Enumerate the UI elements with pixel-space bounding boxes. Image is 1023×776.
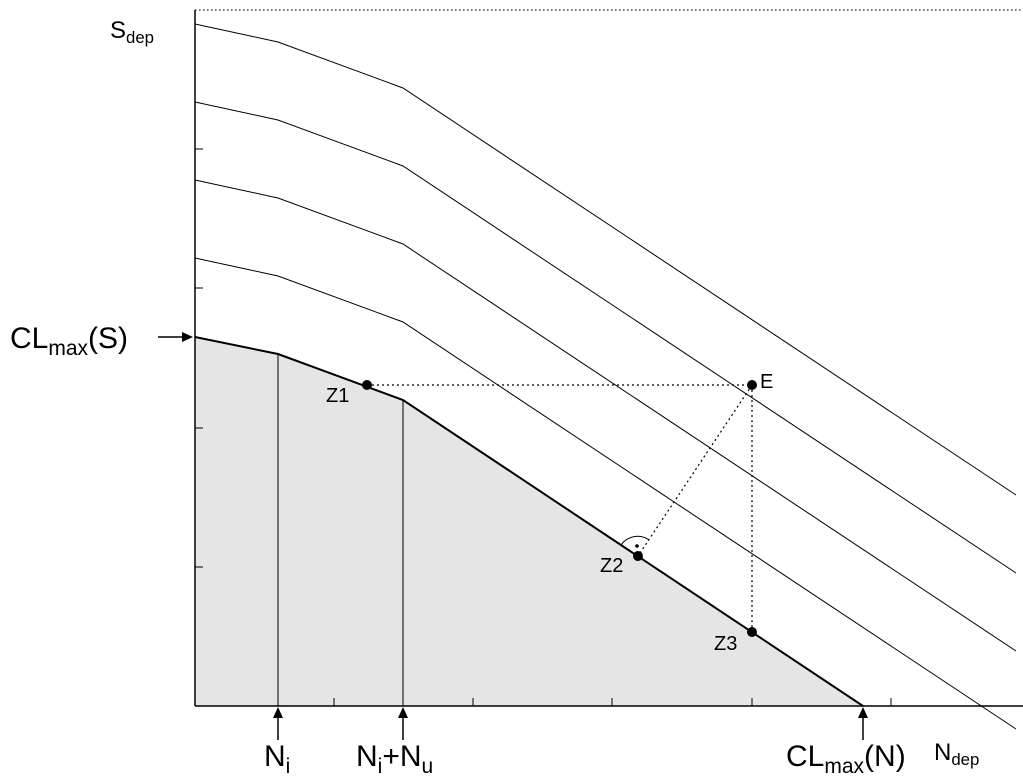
e-to-z2-line [637,384,753,557]
cl-max-s-sub: max [48,337,88,360]
x-axis-label-main: N [934,739,951,766]
ni-nu-main1: N [356,740,378,773]
cl-max-s-pre: CL [10,322,48,355]
right-angle-icon [620,535,650,546]
ni-nu-sub1: i [378,755,383,776]
ni-nu-arrowhead-icon [398,707,408,718]
cl-max-n-sub: max [824,755,864,776]
point-z2 [633,551,643,561]
iso-exceedance-line-1 [194,257,1017,730]
point-z1 [362,380,372,390]
iso-exceedance-line-2 [194,179,1017,652]
cl-max-s-post: (S) [88,322,128,355]
ni-nu-sub2: u [422,755,434,776]
y-axis-ticks [195,148,203,568]
cl-max-n-label: CLmax(N) [786,740,906,776]
critical-load-function [194,336,864,707]
cl-max-n-arrowhead-icon [858,707,868,718]
ni-nu-main2: N [400,740,422,773]
iso-exceedance-line-4 [194,23,1017,496]
y-axis-label-sub: dep [126,28,154,47]
right-angle-dot-icon [635,544,639,548]
ni-label-sub: i [286,755,291,776]
y-axis-label-main: S [110,17,126,44]
point-z3 [747,627,757,637]
x-axis-label: Ndep [934,739,979,769]
x-axis-ticks [333,698,892,706]
ni-nu-plus: + [382,740,400,773]
iso-exceedance-line-3 [194,101,1017,574]
point-e [747,380,757,390]
cl-max-s-label: CLmax(S) [10,322,128,360]
label-z1: Z1 [326,385,349,407]
exceedance-free-region [195,337,863,706]
x-axis-label-sub: dep [951,750,979,769]
label-z3: Z3 [714,633,737,655]
ni-nu-label: Ni+Nu [356,740,433,776]
cl-max-n-pre: CL [786,740,824,773]
y-axis-label: Sdep [110,17,154,47]
label-z2: Z2 [600,555,623,577]
ni-label: Ni [264,740,290,776]
cl-max-s-arrowhead-icon [182,332,193,342]
label-e: E [760,371,773,393]
ni-label-main: N [264,740,286,773]
ni-arrowhead-icon [273,707,283,718]
cl-max-n-post: (N) [864,740,906,773]
